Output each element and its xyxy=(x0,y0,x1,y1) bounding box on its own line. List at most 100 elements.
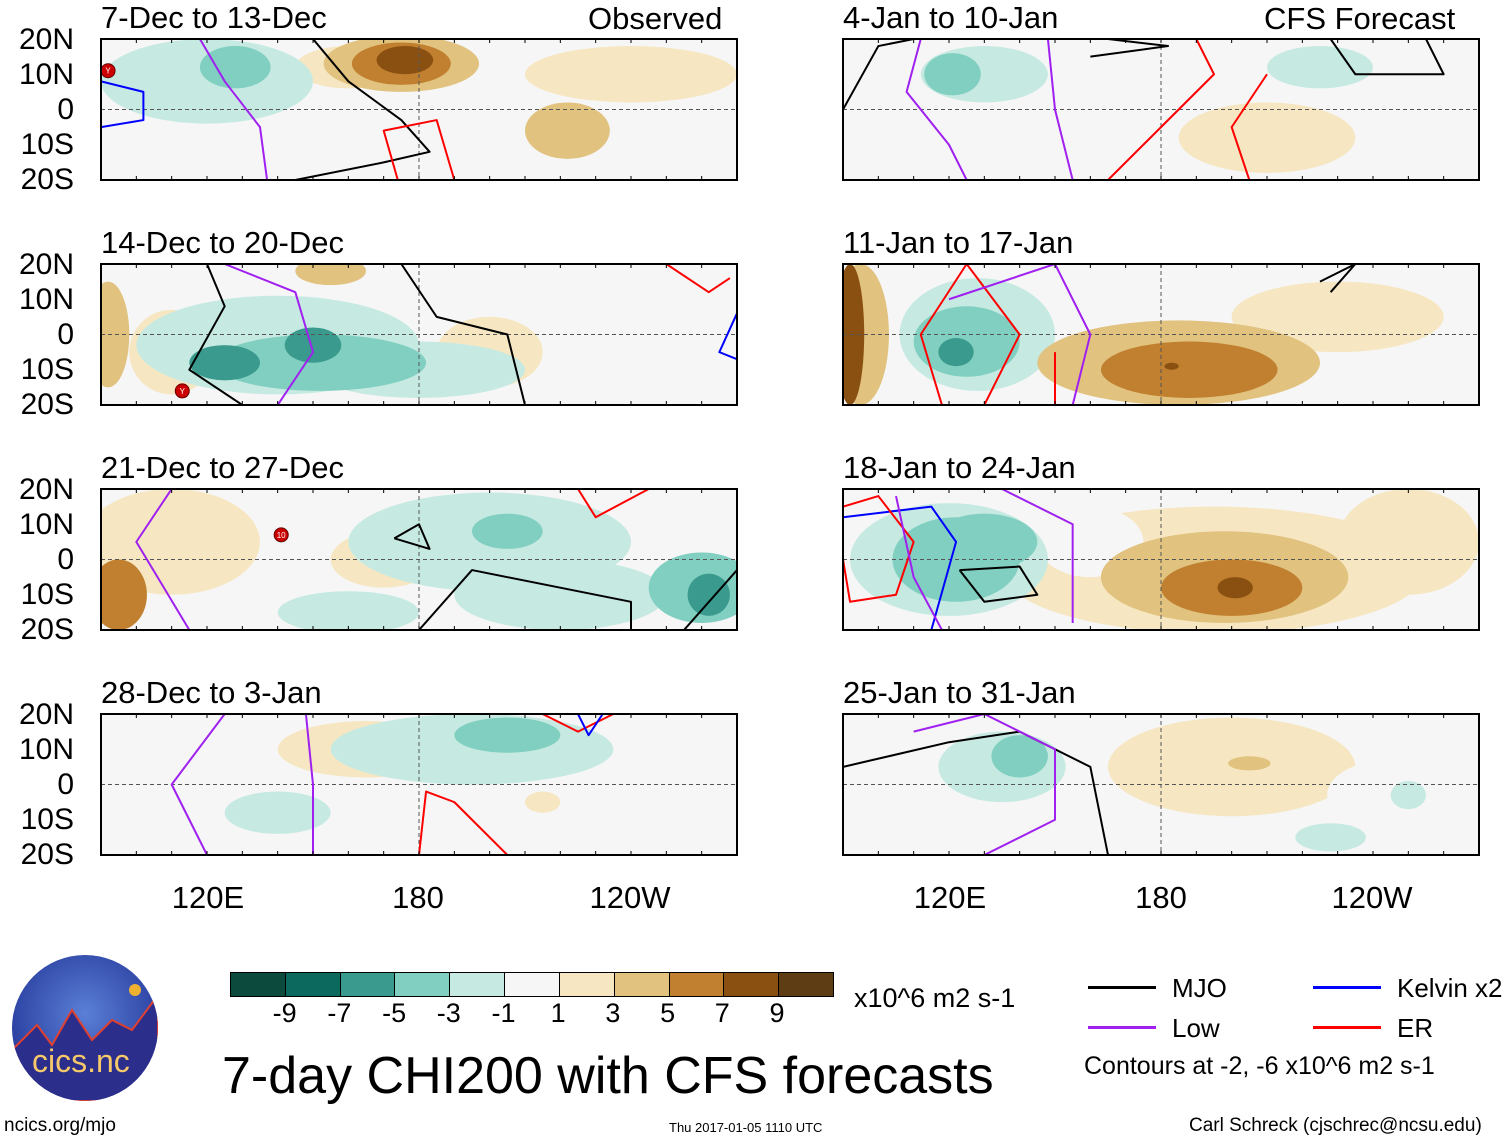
low-contour xyxy=(905,39,968,180)
map-panel: 10 xyxy=(101,489,737,630)
colorbar-label: -9 xyxy=(272,998,297,1028)
er-contour xyxy=(542,714,614,733)
colorbar-label: -5 xyxy=(382,998,407,1028)
lat-label: 20S xyxy=(20,388,74,421)
legend-swatch xyxy=(1313,1026,1381,1029)
panel-title: 4-Jan to 10-Jan xyxy=(843,0,1059,35)
colorbar-swatch xyxy=(340,973,396,996)
storm-label: Y xyxy=(180,387,186,396)
panel-title: 28-Dec to 3-Jan xyxy=(101,675,322,710)
colorbar-label: -1 xyxy=(491,998,516,1028)
lon-label: 120W xyxy=(1331,880,1413,915)
lat-label: 10S xyxy=(20,128,74,161)
lat-label: 20N xyxy=(18,248,74,281)
legend-label: ER xyxy=(1397,1013,1434,1043)
legend-label: MJO xyxy=(1172,973,1227,1003)
legend-label: Kelvin x2 xyxy=(1397,973,1503,1003)
anomaly-region xyxy=(525,102,610,159)
mjo-contour xyxy=(400,264,526,405)
anomaly-region xyxy=(1178,102,1356,173)
lat-label: 10S xyxy=(20,353,74,386)
lat-label: 10S xyxy=(20,803,74,836)
lat-label: 10N xyxy=(18,733,74,766)
anomaly-region xyxy=(991,735,1048,778)
lat-label: 0 xyxy=(57,768,74,801)
anomaly-region xyxy=(1100,341,1278,398)
anomaly-region xyxy=(984,109,1126,166)
anomaly-region xyxy=(938,338,974,367)
colorbar-swatch xyxy=(669,973,725,996)
forecast-header: CFS Forecast xyxy=(1264,1,1456,36)
panel-title: 21-Dec to 27-Dec xyxy=(101,450,344,485)
legend-swatch xyxy=(1313,986,1381,989)
lat-label: 20N xyxy=(18,698,74,731)
kelvin-contour xyxy=(577,714,604,737)
low-contour xyxy=(948,264,1092,405)
lon-label: 120E xyxy=(171,880,245,915)
lat-label: 20S xyxy=(20,163,74,196)
lat-label: 20S xyxy=(20,838,74,871)
er-contour xyxy=(919,264,1021,405)
colorbar-swatch xyxy=(779,973,833,996)
observed-header: Observed xyxy=(588,1,723,36)
anomaly-region xyxy=(295,264,366,286)
logo-text: cics.nc xyxy=(32,1043,130,1079)
colorbar-swatch xyxy=(395,973,451,996)
lat-label: 10N xyxy=(18,283,74,316)
lat-label: 20S xyxy=(20,613,74,646)
colorbar-label: -3 xyxy=(436,998,461,1028)
colorbar-swatch xyxy=(285,973,341,996)
footer-url[interactable]: ncics.org/mjo xyxy=(4,1115,116,1136)
anomaly-region xyxy=(199,46,271,89)
anomaly-region xyxy=(924,53,981,96)
low-contour xyxy=(135,489,191,630)
anomaly-region xyxy=(277,591,419,630)
er-contour xyxy=(665,264,731,294)
colorbar-swatch xyxy=(505,973,560,996)
er-contour xyxy=(418,790,509,855)
lat-label: 0 xyxy=(57,318,74,351)
map-panel: Y xyxy=(101,264,737,405)
units-label: x10^6 m2 s-1 xyxy=(854,983,1016,1013)
mjo-contour xyxy=(393,523,431,550)
anomaly-region xyxy=(1327,759,1455,831)
map-panel xyxy=(101,714,737,855)
anomaly-region xyxy=(1337,489,1479,595)
er-contour xyxy=(1107,39,1215,180)
contour-note: Contours at -2, -6 x10^6 m2 s-1 xyxy=(1084,1052,1435,1080)
anomaly-region xyxy=(687,573,730,616)
anomaly-region xyxy=(454,717,561,753)
low-contour xyxy=(1046,39,1074,180)
footer-author: Carl Schreck (cjschrec@ncsu.edu) xyxy=(1189,1115,1482,1136)
lat-label: 0 xyxy=(57,543,74,576)
kelvin-contour xyxy=(843,505,958,630)
lon-label: 120W xyxy=(589,880,671,915)
colorbar-label: 9 xyxy=(769,998,785,1028)
storm-label: 10 xyxy=(277,531,286,540)
anomaly-region xyxy=(525,791,561,813)
colorbar-swatch xyxy=(559,973,615,996)
colorbar-label: 3 xyxy=(605,998,621,1028)
anomaly-region xyxy=(525,46,737,103)
colorbar-swatch xyxy=(450,973,506,996)
anomaly-region xyxy=(101,559,147,630)
kelvin-contour xyxy=(718,312,737,361)
colorbar-swatch xyxy=(724,973,780,996)
colorbar-label: 7 xyxy=(714,998,730,1028)
mjo-contour xyxy=(418,569,632,630)
map-panel xyxy=(843,264,1479,405)
panel-title: 7-Dec to 13-Dec xyxy=(101,0,327,35)
lat-label: 10N xyxy=(18,508,74,541)
mjo-contour xyxy=(958,565,1039,603)
map-panel: Y xyxy=(101,39,737,180)
mjo-contour xyxy=(1090,39,1170,58)
anomaly-region xyxy=(560,264,737,370)
anomaly-region xyxy=(659,798,737,855)
anomaly-region xyxy=(1217,577,1253,599)
panel-title: 11-Jan to 17-Jan xyxy=(843,225,1074,260)
lon-label: 120E xyxy=(913,880,987,915)
anomaly-region xyxy=(1164,362,1179,370)
mjo-contour xyxy=(683,569,737,630)
mjo-contour xyxy=(843,39,914,110)
